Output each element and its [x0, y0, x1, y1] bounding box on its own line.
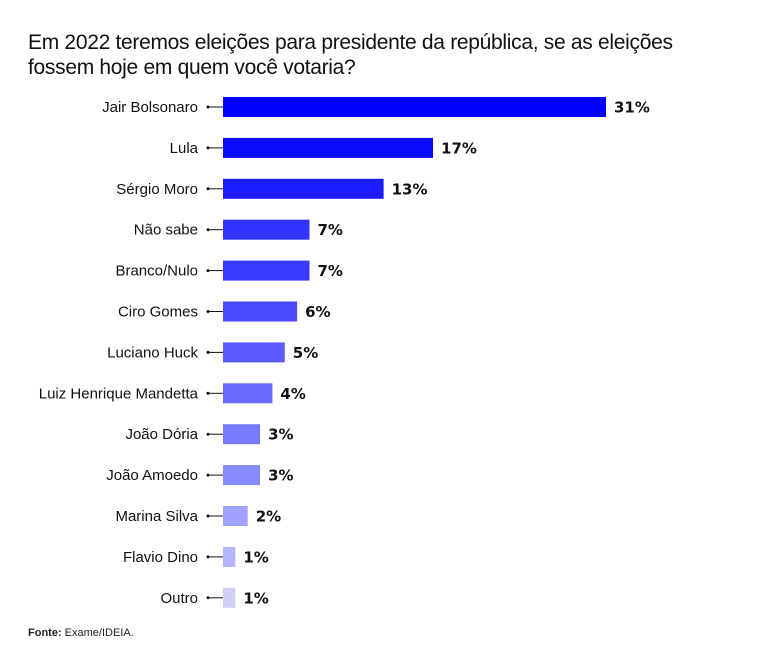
- value-label: 3%: [268, 467, 293, 485]
- value-label: 1%: [243, 548, 268, 566]
- value-label: 7%: [317, 262, 342, 280]
- bar-group: Ciro Gomes 6%: [118, 301, 331, 322]
- value-label: 1%: [243, 589, 268, 607]
- source-note: Fonte: Exame/IDEIA.: [28, 627, 134, 639]
- bar-group: Luiz Henrique Mandetta 4%: [39, 383, 306, 404]
- value-label: 31%: [614, 99, 650, 117]
- value-label: 13%: [392, 180, 428, 198]
- category-label: Sérgio Moro: [116, 181, 198, 198]
- bar: [223, 383, 273, 404]
- bar-group: João Amoedo 3%: [106, 465, 294, 486]
- bar: [223, 424, 261, 445]
- category-label: Luiz Henrique Mandetta: [39, 385, 199, 402]
- bar: [223, 587, 236, 608]
- bar: [223, 178, 384, 199]
- bar-group: Não sabe 7%: [134, 219, 343, 240]
- bar-group: Flavio Dino 1%: [123, 546, 269, 567]
- bar: [223, 301, 298, 322]
- chart-title: Em 2022 teremos eleições para presidente…: [28, 31, 673, 79]
- bar-group: Jair Bolsonaro 31%: [102, 97, 650, 117]
- bar-group: Branco/Nulo 7%: [115, 260, 343, 281]
- category-label: João Amoedo: [106, 467, 198, 484]
- bar-group: Outro 1%: [160, 587, 269, 608]
- category-label: Marina Silva: [115, 508, 198, 525]
- bar: [223, 506, 248, 526]
- bar: [223, 342, 285, 363]
- category-label: João Dória: [125, 426, 198, 443]
- bar: [223, 465, 261, 486]
- category-label: Luciano Huck: [107, 344, 198, 361]
- bar: [223, 219, 310, 240]
- category-label: Flavio Dino: [123, 549, 198, 566]
- source-label: Fonte:: [28, 627, 62, 639]
- value-label: 2%: [256, 508, 281, 526]
- bar: [223, 97, 606, 117]
- category-label: Jair Bolsonaro: [102, 99, 198, 116]
- value-label: 5%: [293, 344, 318, 362]
- category-label: Lula: [170, 140, 199, 157]
- value-label: 7%: [317, 221, 342, 239]
- value-label: 4%: [280, 385, 305, 403]
- value-label: 6%: [305, 303, 330, 321]
- category-label: Não sabe: [134, 222, 198, 239]
- source-text: Exame/IDEIA.: [61, 627, 134, 639]
- bar-group: Sérgio Moro 13%: [116, 178, 428, 199]
- bar: [223, 546, 236, 567]
- category-label: Outro: [160, 590, 198, 607]
- category-label: Ciro Gomes: [118, 304, 198, 321]
- category-label: Branco/Nulo: [115, 263, 198, 280]
- value-label: 17%: [441, 139, 477, 157]
- bar: [223, 137, 434, 158]
- bar-group: Lula 17%: [170, 137, 477, 158]
- bar-group: Marina Silva 2%: [115, 506, 281, 526]
- bar-group: João Dória 3%: [125, 424, 294, 445]
- value-label: 3%: [268, 426, 293, 444]
- bar: [223, 260, 310, 281]
- bar-group: Luciano Huck 5%: [107, 342, 318, 363]
